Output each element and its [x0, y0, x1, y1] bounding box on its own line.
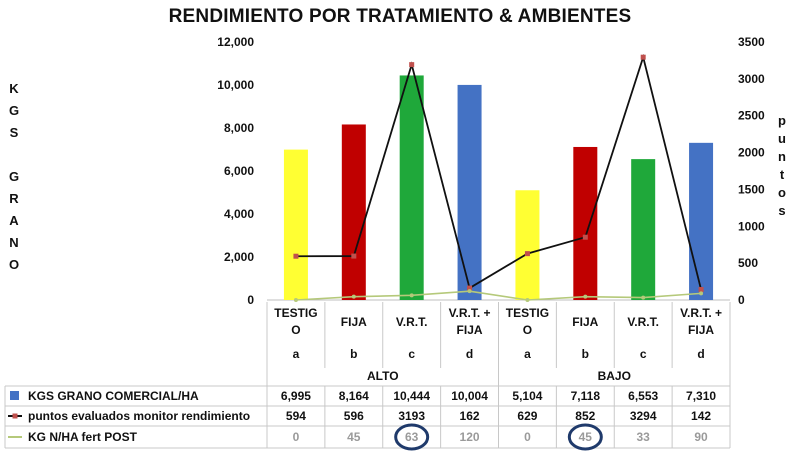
- highlight-circle: [394, 423, 430, 451]
- category-label: FIJA: [341, 315, 367, 329]
- data-label: 629: [517, 409, 537, 423]
- category-label: FIJA: [688, 323, 714, 337]
- y-axis-label-right: p u n t o s: [778, 113, 786, 218]
- line-kg-n: [295, 290, 702, 301]
- data-label: 120: [460, 430, 480, 444]
- point-kg-n: [351, 294, 356, 299]
- point-puntos: [409, 62, 415, 68]
- legend-key-bar: [10, 391, 19, 400]
- bar: [399, 75, 424, 300]
- category-letter: a: [524, 347, 531, 361]
- data-label: 5,104: [512, 389, 542, 403]
- data-label: 7,310: [686, 389, 716, 403]
- legend-label: KG N/HA fert POST: [28, 430, 138, 444]
- point-puntos: [698, 287, 704, 293]
- data-label: 162: [460, 409, 480, 423]
- point-kg-n: [293, 298, 298, 302]
- category-label: V.R.T.: [627, 315, 659, 329]
- data-label: 45: [347, 430, 361, 444]
- y-tick-right: 1500: [738, 182, 765, 196]
- category-label: V.R.T. +: [449, 306, 491, 320]
- category-label: FIJA: [572, 315, 598, 329]
- bar: [341, 124, 366, 300]
- line-puntos: [295, 53, 702, 290]
- bar: [457, 84, 482, 300]
- category-letter: d: [697, 347, 704, 361]
- bar: [515, 190, 540, 300]
- legend-label: KGS GRANO COMERCIAL/HA: [28, 389, 199, 403]
- y-tick-right: 2000: [738, 146, 765, 160]
- highlight-circle: [567, 423, 603, 451]
- point-kg-n: [699, 291, 704, 296]
- data-label: 852: [575, 409, 595, 423]
- y-tick-left: 8,000: [224, 121, 254, 135]
- legend-label: puntos evaluados monitor rendimiento: [28, 409, 250, 423]
- category-letter: c: [640, 347, 647, 361]
- data-label: 0: [293, 430, 300, 444]
- category-label: V.R.T.: [396, 315, 428, 329]
- data-label: 3193: [398, 409, 425, 423]
- y-tick-left: 10,000: [217, 78, 254, 92]
- y-tick-right: 3000: [738, 72, 765, 86]
- data-label: 6,995: [281, 389, 311, 403]
- data-label: 3294: [630, 409, 657, 423]
- category-letter: d: [466, 347, 473, 361]
- data-label: 10,444: [393, 389, 430, 403]
- category-letter: b: [350, 347, 357, 361]
- bar: [283, 149, 308, 300]
- data-label: 10,004: [451, 389, 488, 403]
- group-label: BAJO: [598, 369, 631, 383]
- point-puntos: [640, 54, 646, 60]
- point-puntos: [293, 253, 299, 259]
- y-tick-left: 4,000: [224, 207, 254, 221]
- data-label: 45: [579, 430, 593, 444]
- data-label: 142: [691, 409, 711, 423]
- y-tick-right: 2500: [738, 109, 765, 123]
- data-label: 8,164: [339, 389, 369, 403]
- y-tick-left: 6,000: [224, 164, 254, 178]
- data-label: 7,118: [571, 389, 601, 403]
- point-kg-n: [409, 293, 414, 298]
- point-kg-n: [583, 294, 588, 299]
- data-label: 596: [344, 409, 364, 423]
- y-tick-left: 2,000: [224, 250, 254, 264]
- y-tick-left: 0: [247, 293, 254, 307]
- data-label: 33: [637, 430, 651, 444]
- category-letter: b: [582, 347, 589, 361]
- y-tick-right: 500: [738, 256, 758, 270]
- category-label: V.R.T. +: [680, 306, 722, 320]
- point-kg-n: [467, 289, 472, 294]
- data-label: 63: [405, 430, 419, 444]
- point-puntos: [467, 285, 473, 291]
- category-label: TESTIG: [506, 306, 549, 320]
- category-label: O: [291, 323, 300, 337]
- point-puntos: [351, 253, 357, 259]
- y-tick-left: 12,000: [217, 35, 254, 49]
- category-label: O: [523, 323, 532, 337]
- data-label: 90: [694, 430, 708, 444]
- point-puntos: [524, 251, 530, 257]
- data-label: 0: [524, 430, 531, 444]
- category-letter: a: [293, 347, 300, 361]
- point-puntos: [582, 234, 588, 240]
- bar: [631, 159, 656, 300]
- legend-key-marker: [12, 413, 18, 419]
- point-kg-n: [641, 295, 646, 300]
- group-label: ALTO: [367, 369, 399, 383]
- point-kg-n: [525, 298, 530, 302]
- bar: [689, 142, 714, 300]
- y-axis-label-left: K G S G R A N O: [8, 81, 20, 272]
- category-letter: c: [408, 347, 415, 361]
- y-tick-right: 3500: [738, 35, 765, 49]
- bar: [573, 146, 598, 300]
- category-label: TESTIG: [274, 306, 317, 320]
- category-label: FIJA: [457, 323, 483, 337]
- data-label: 6,553: [628, 389, 658, 403]
- y-tick-right: 1000: [738, 219, 765, 233]
- data-label: 594: [286, 409, 306, 423]
- chart-title: RENDIMIENTO POR TRATAMIENTO & AMBIENTES: [168, 6, 632, 27]
- y-tick-right: 0: [738, 293, 745, 307]
